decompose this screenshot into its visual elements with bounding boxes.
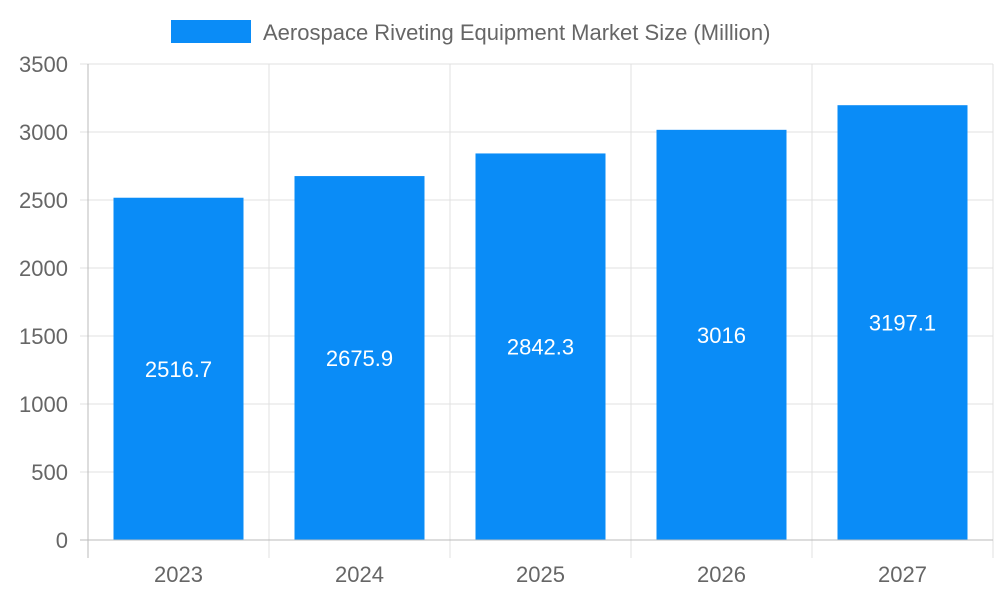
legend-swatch bbox=[171, 20, 251, 43]
legend-label: Aerospace Riveting Equipment Market Size… bbox=[263, 20, 770, 45]
data-label-2026: 3016 bbox=[697, 323, 746, 348]
y-tick-label: 1000 bbox=[19, 392, 68, 417]
bar-2023 bbox=[113, 197, 244, 540]
y-tick-label: 500 bbox=[31, 460, 68, 485]
x-tick-label: 2024 bbox=[335, 562, 384, 587]
bars bbox=[113, 105, 968, 540]
axes: 0 500 1000 1500 2000 2500 3000 3500 2023 2024 2025… bbox=[19, 52, 993, 587]
y-tick-label: 3500 bbox=[19, 52, 68, 77]
bar-2027 bbox=[837, 105, 968, 540]
legend[interactable]: Aerospace Riveting Equipment Market Size… bbox=[171, 20, 770, 45]
y-tick-label: 3000 bbox=[19, 120, 68, 145]
x-tick-label: 2027 bbox=[878, 562, 927, 587]
y-tick-label: 1500 bbox=[19, 324, 68, 349]
bar-2025 bbox=[475, 153, 606, 540]
bar-2024 bbox=[294, 176, 425, 540]
y-tick-label: 0 bbox=[56, 528, 68, 553]
x-tick-label: 2025 bbox=[516, 562, 565, 587]
data-label-2025: 2842.3 bbox=[507, 335, 574, 360]
bar-2026 bbox=[656, 129, 787, 540]
data-labels: 2516.7 2675.9 2842.3 3016 3197.1 bbox=[145, 311, 936, 382]
y-tick-label: 2500 bbox=[19, 188, 68, 213]
data-label-2024: 2675.9 bbox=[326, 346, 393, 371]
y-tick-label: 2000 bbox=[19, 256, 68, 281]
x-tick-label: 2023 bbox=[154, 562, 203, 587]
x-tick-label: 2026 bbox=[697, 562, 746, 587]
data-label-2027: 3197.1 bbox=[869, 311, 936, 336]
data-label-2023: 2516.7 bbox=[145, 357, 212, 382]
